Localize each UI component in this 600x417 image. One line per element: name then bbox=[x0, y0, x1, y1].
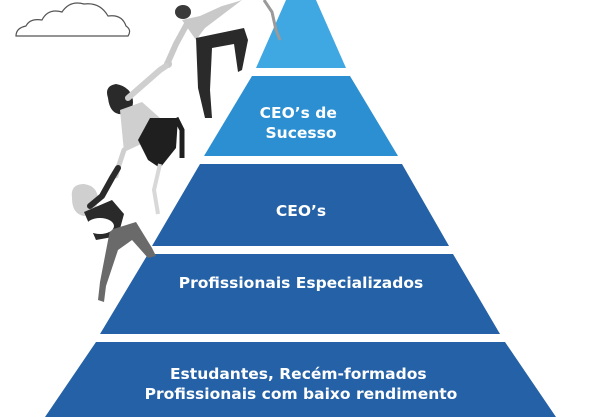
pyramid-level-4 bbox=[100, 254, 500, 334]
cloud-icon bbox=[15, 2, 131, 37]
pyramid-level-1 bbox=[256, 0, 346, 68]
pyramid-level-5 bbox=[45, 342, 556, 417]
level-3-label: CEO’s bbox=[276, 202, 326, 220]
level-4-label: Profissionais Especializados bbox=[179, 274, 423, 292]
climbing-person-top bbox=[164, 0, 282, 118]
climbing-person-middle bbox=[107, 63, 185, 215]
level-2-label: CEO’s de Sucesso bbox=[260, 104, 343, 142]
pyramid-level-2 bbox=[204, 76, 398, 156]
climbing-person-bottom bbox=[71, 165, 156, 302]
pyramid-level-3 bbox=[152, 164, 449, 246]
level-5-label: Estudantes, Recém-formados Profissionais… bbox=[145, 365, 458, 403]
